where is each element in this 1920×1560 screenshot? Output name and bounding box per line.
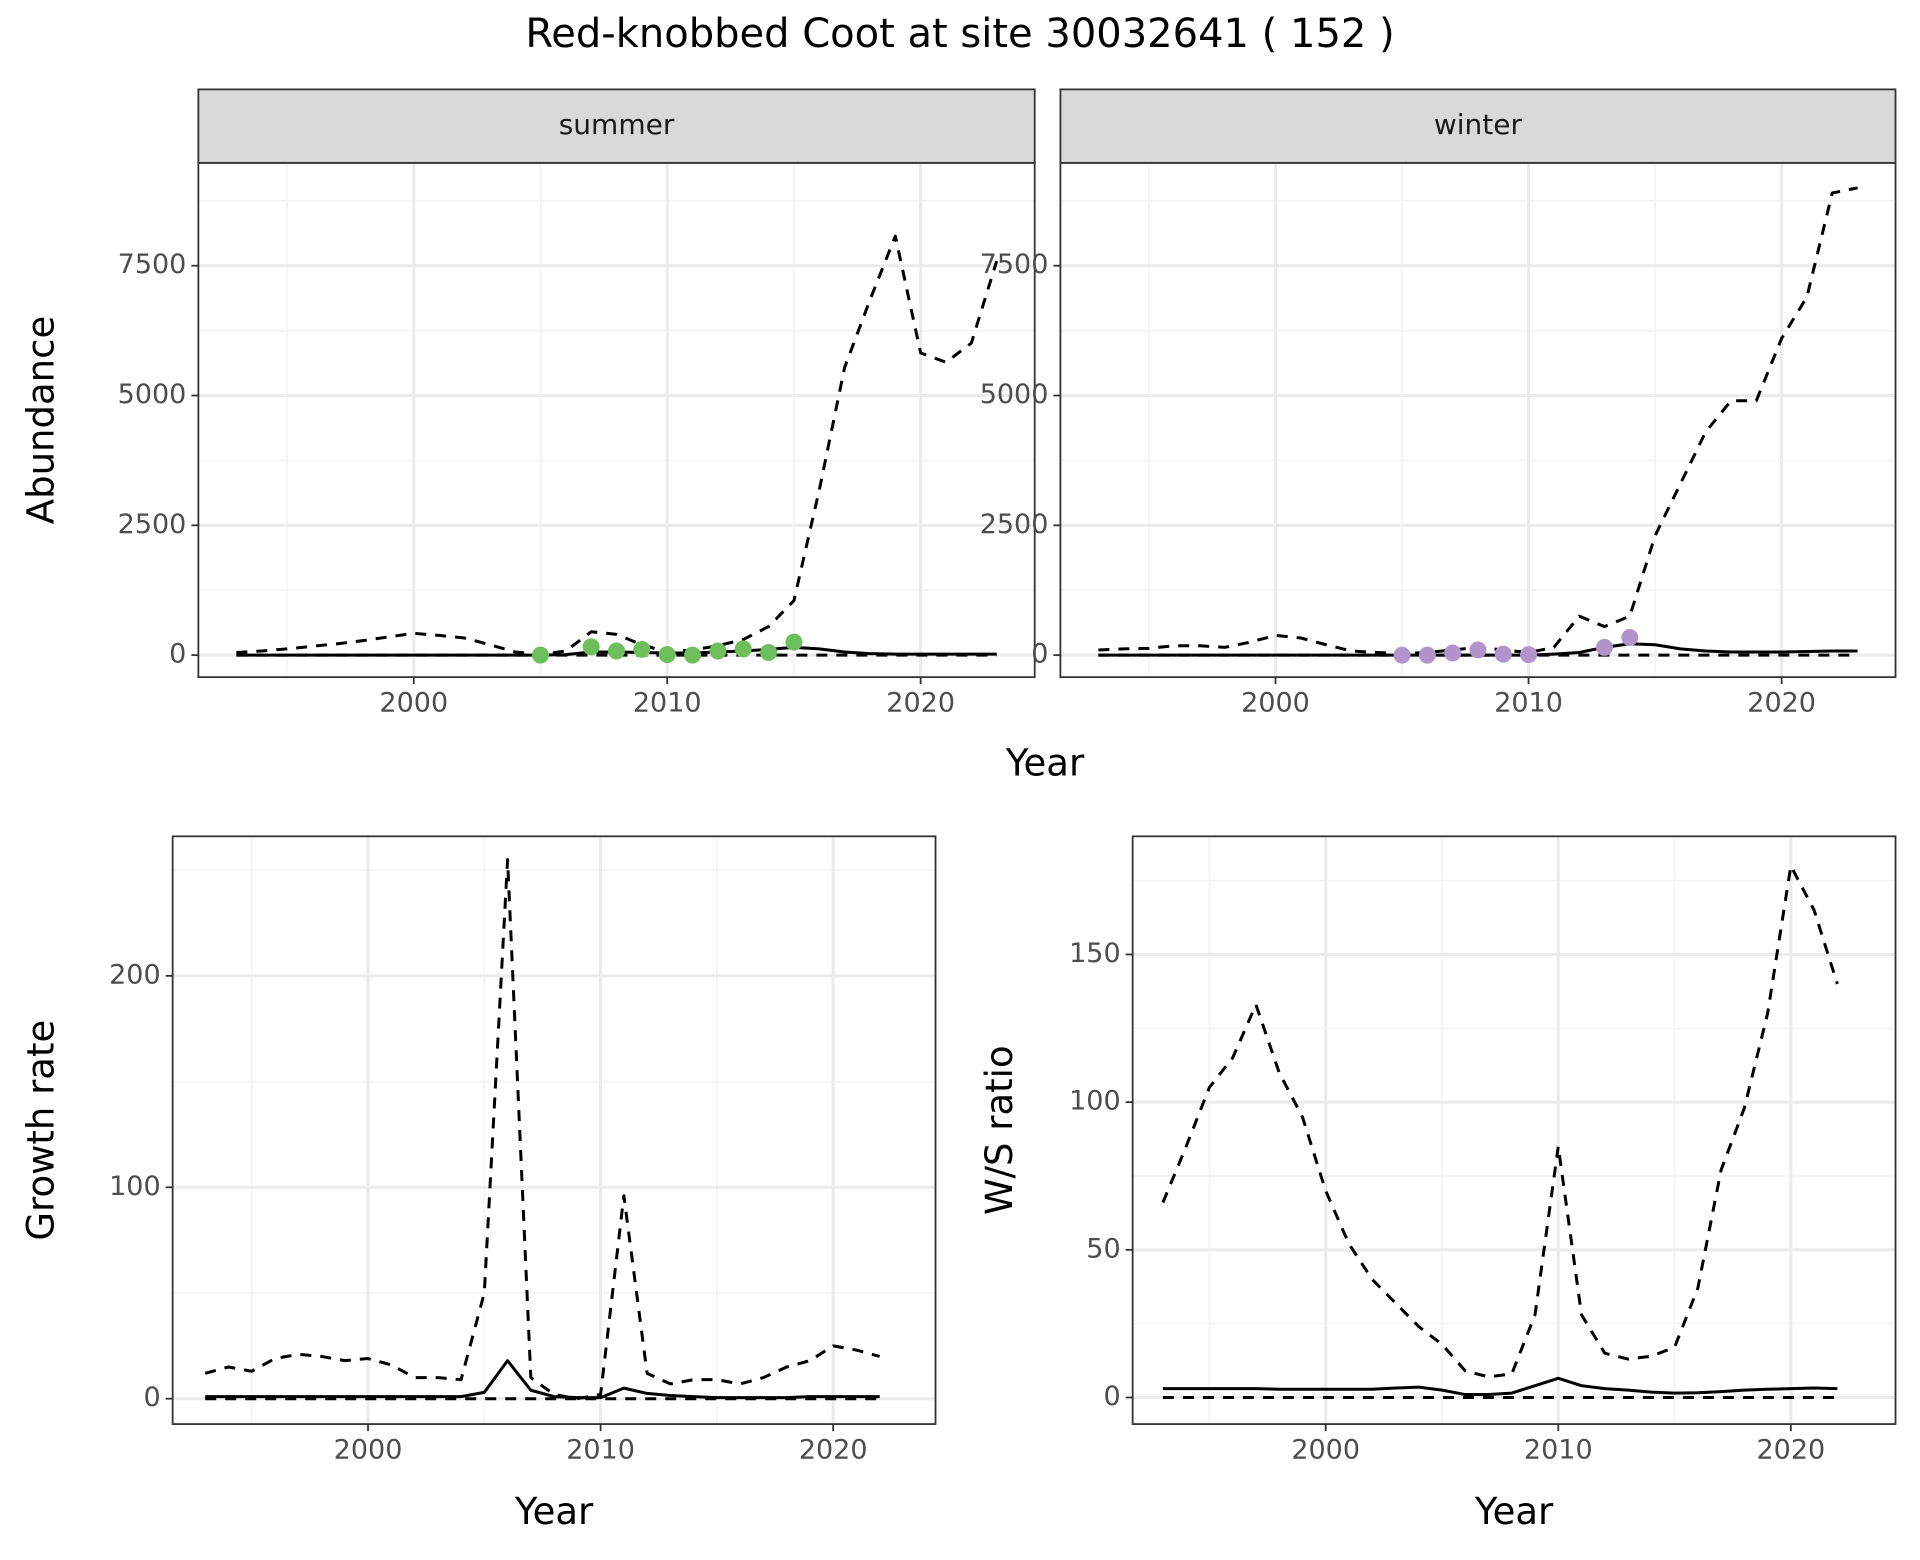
data-point — [532, 646, 550, 664]
facet-strip — [1059, 88, 1897, 164]
x-tick-label: 2000 — [379, 688, 448, 719]
x-tick-label: 2020 — [1756, 1435, 1825, 1466]
y-tick-label: 7500 — [118, 249, 187, 280]
data-line — [204, 858, 881, 1401]
y-axis-title: Growth rate — [19, 1020, 62, 1241]
data-point — [734, 640, 752, 658]
x-tick-label: 2010 — [633, 688, 702, 719]
figure-title: Red-knobbed Coot at site 30032641 ( 152 … — [525, 11, 1394, 57]
data-point — [1494, 645, 1512, 663]
x-axis-title: Year — [1474, 1490, 1554, 1533]
y-tick-label: 0 — [1031, 639, 1048, 670]
panel-background — [1060, 162, 1896, 678]
x-tick-label: 2020 — [886, 688, 955, 719]
data-point — [1444, 644, 1462, 662]
x-tick-label: 2020 — [799, 1435, 868, 1466]
data-point — [1621, 628, 1639, 646]
x-tick-label: 2020 — [1747, 688, 1816, 719]
y-tick-label: 0 — [143, 1382, 160, 1413]
data-point — [1469, 641, 1487, 659]
y-tick-label: 2500 — [980, 509, 1049, 540]
data-point — [709, 642, 727, 660]
facet-label: winter — [1434, 108, 1523, 141]
data-point — [608, 642, 626, 660]
data-point — [1520, 646, 1538, 664]
data-point — [1418, 646, 1436, 664]
data-point — [582, 638, 600, 656]
x-axis-title: Year — [1005, 742, 1085, 785]
y-tick-label: 0 — [1103, 1381, 1120, 1412]
facet-label: summer — [559, 108, 675, 141]
y-tick-label: 50 — [1086, 1233, 1120, 1264]
y-tick-label: 200 — [109, 959, 161, 990]
y-tick-label: 100 — [109, 1171, 161, 1202]
data-point — [1393, 646, 1411, 664]
x-tick-label: 2010 — [1494, 688, 1563, 719]
x-axis-title: Year — [514, 1490, 594, 1533]
data-point — [658, 646, 676, 664]
data-line — [236, 234, 999, 657]
y-tick-label: 7500 — [980, 249, 1049, 280]
y-axis-title: W/S ratio — [978, 1045, 1021, 1215]
data-point — [1595, 638, 1613, 656]
y-axis-title: Abundance — [19, 316, 62, 524]
x-tick-label: 2010 — [566, 1435, 635, 1466]
y-tick-label: 5000 — [980, 379, 1049, 410]
x-tick-label: 2010 — [1524, 1435, 1593, 1466]
y-tick-label: 100 — [1069, 1086, 1121, 1117]
facet-strip — [197, 88, 1036, 164]
x-tick-label: 2000 — [1241, 688, 1310, 719]
panel-background — [198, 162, 1035, 678]
panel-background — [172, 836, 936, 1425]
x-tick-label: 2000 — [1291, 1435, 1360, 1466]
panel-border — [171, 835, 937, 1425]
data-point — [684, 646, 702, 664]
y-tick-label: 0 — [169, 639, 186, 670]
y-tick-label: 2500 — [118, 509, 187, 540]
data-point — [785, 633, 803, 651]
data-point — [633, 640, 651, 658]
data-line — [1161, 864, 1839, 1379]
data-line — [1162, 1376, 1838, 1397]
panel-border — [1131, 835, 1897, 1425]
panel-background — [1132, 836, 1896, 1425]
data-point — [760, 644, 778, 662]
y-tick-label: 5000 — [118, 379, 187, 410]
x-tick-label: 2000 — [334, 1435, 403, 1466]
y-tick-label: 150 — [1069, 938, 1121, 969]
